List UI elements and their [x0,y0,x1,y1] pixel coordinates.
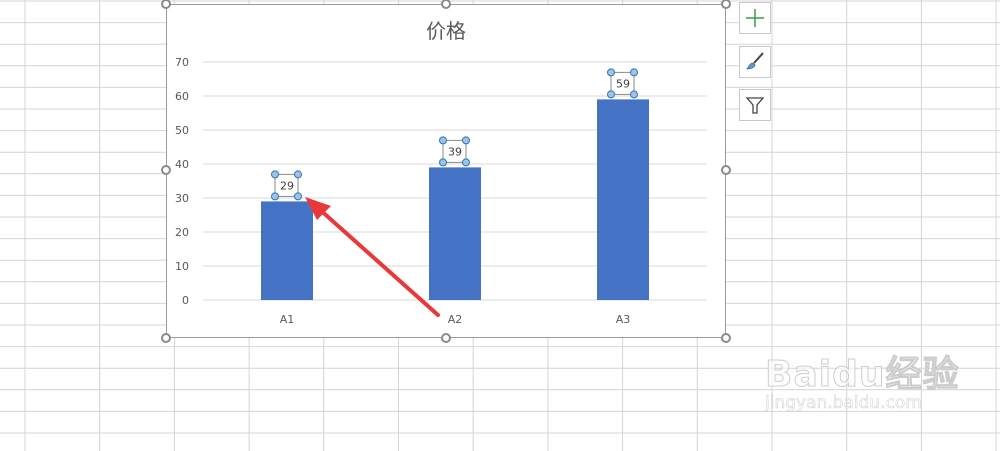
resize-handle-top[interactable] [441,0,451,9]
plus-icon [746,9,764,27]
data-label-box [610,71,635,95]
data-label: 29 [280,179,294,192]
data-label-handle [630,90,638,99]
resize-handle-bottom-left[interactable] [161,333,171,343]
chart-plot: 价格 0 10 20 30 40 50 60 70 A1 29 A2 39 A3 59 [175,19,707,326]
resize-handle-top-right[interactable] [721,0,731,9]
data-label: 59 [616,77,630,90]
data-label-handle [271,192,279,201]
data-label-handle [439,158,447,167]
y-tick-label: 60 [175,90,189,103]
resize-handle-bottom-right[interactable] [721,333,731,343]
data-label-box [442,139,467,163]
paintbrush-icon [746,52,764,70]
data-label-handle [607,90,615,99]
resize-handle-left[interactable] [161,165,171,175]
chart-styles-button[interactable] [739,46,771,78]
resize-handle-right[interactable] [721,165,731,175]
data-label-handle [439,136,447,145]
data-label-handle [294,192,302,201]
bar-A1 [261,201,313,300]
x-tick-label: A1 [280,313,295,326]
data-label: 39 [448,145,462,158]
data-label-handle [607,68,615,77]
data-label-handle [294,170,302,179]
chart-filters-button[interactable] [739,89,771,121]
y-tick-label: 30 [175,192,189,205]
resize-handle-top-left[interactable] [161,0,171,9]
watermark-logo: Baidu经验 [764,354,960,396]
bar-A2 [429,167,481,300]
chart[interactable]: 价格 0 10 20 30 40 50 60 70 A1 29 A2 39 A3 59 [166,4,726,338]
y-tick-label: 50 [175,124,189,137]
filter-icon [745,97,765,114]
data-label-handle [271,170,279,179]
watermark: Baidu经验 jingyan.baidu.com [764,345,960,414]
x-tick-label: A3 [616,313,631,326]
y-tick-label: 40 [175,158,189,171]
watermark-url: jingyan.baidu.com [765,393,922,414]
y-tick-label: 70 [175,56,189,69]
data-label-box [274,173,299,197]
y-tick-label: 20 [175,226,189,239]
bar-A3 [597,99,649,301]
data-label-handle [462,136,470,145]
resize-handle-bottom[interactable] [441,333,451,343]
y-tick-label: 10 [175,260,189,273]
data-label-handle [630,68,638,77]
data-label-handle [462,158,470,167]
x-tick-label: A2 [448,313,463,326]
chart-title: 价格 [426,19,466,43]
y-tick-label: 0 [182,294,189,307]
chart-elements-button[interactable] [739,2,771,34]
